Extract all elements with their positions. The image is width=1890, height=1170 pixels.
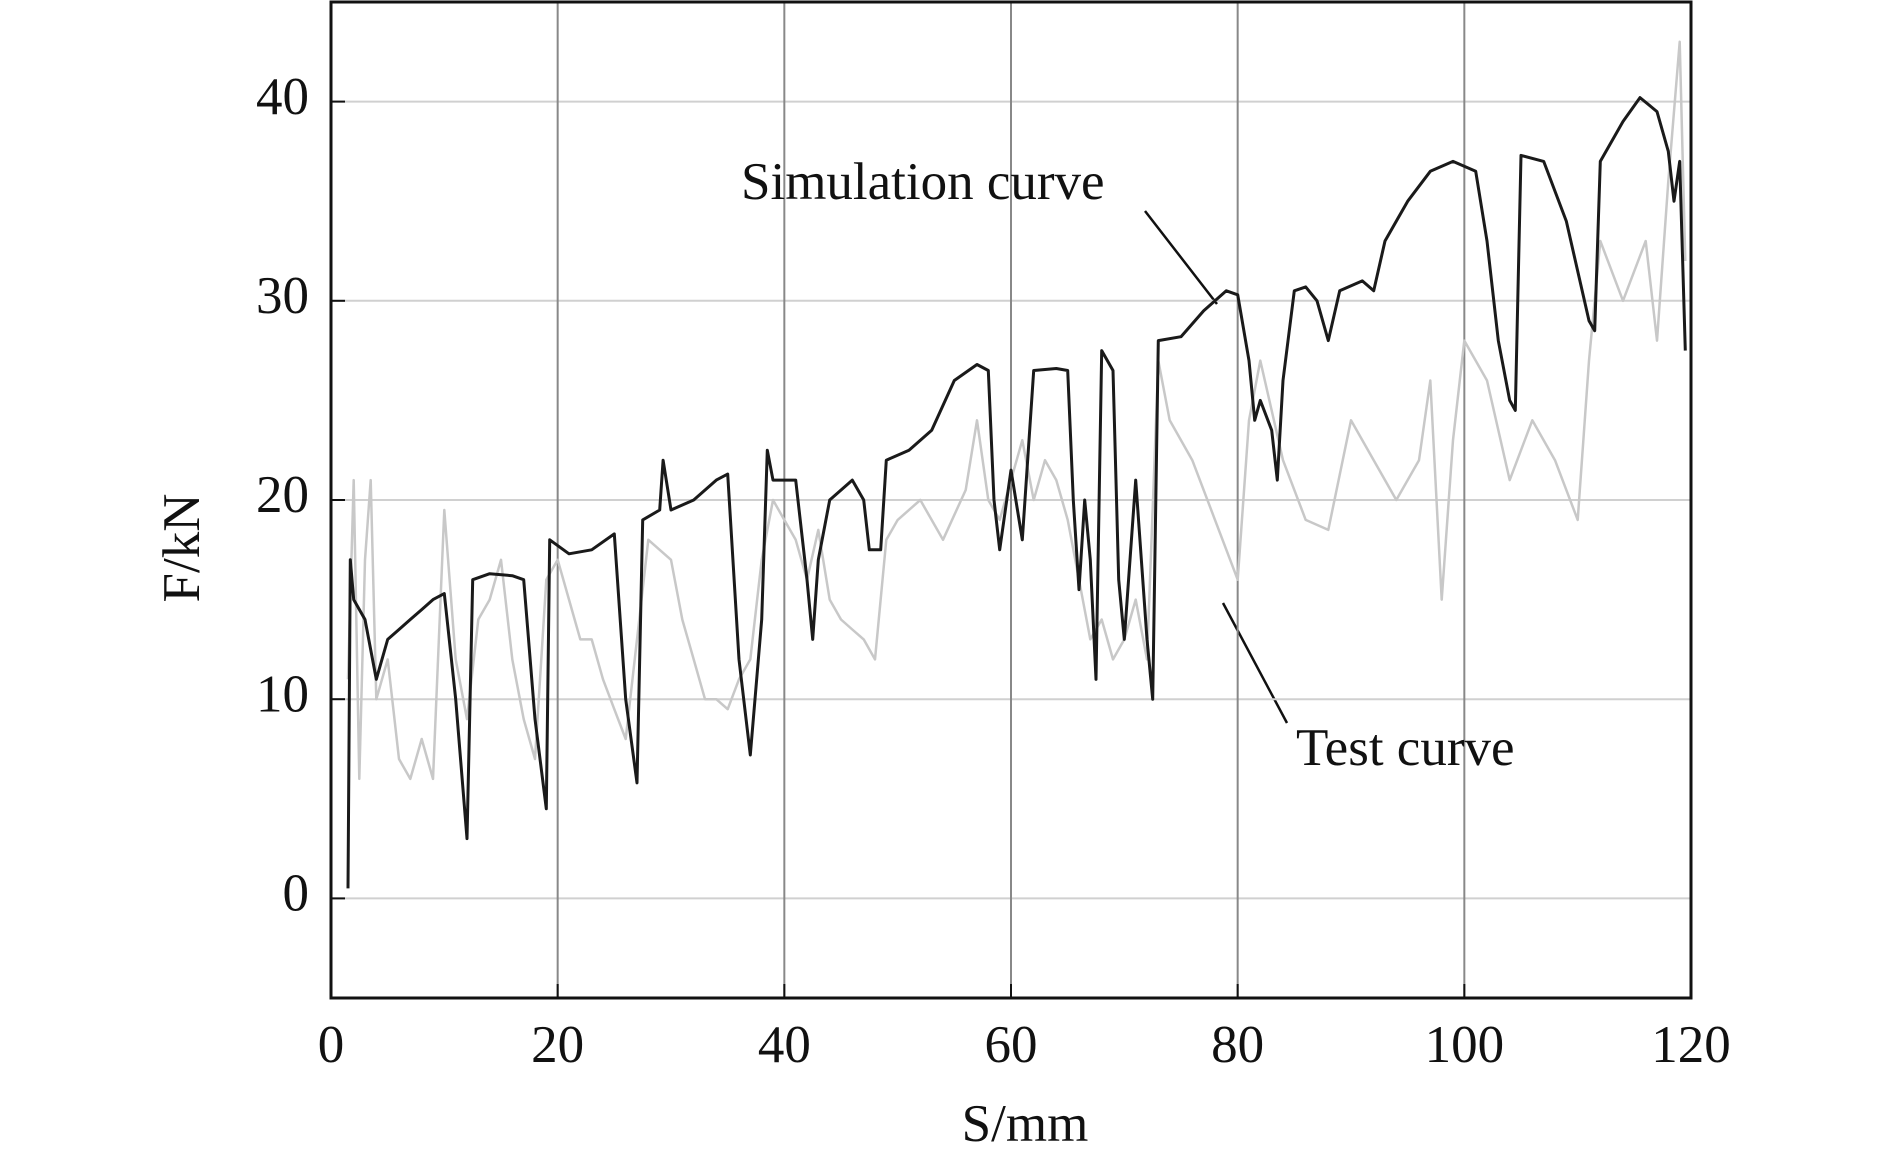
annotation-leader: [1221, 602, 1289, 724]
data-line: [346, 40, 1687, 781]
annotation: Simulation curve: [741, 153, 1105, 211]
x-tick-label: 100: [1425, 1016, 1505, 1074]
x-tick-label: 60: [985, 1016, 1038, 1074]
y-tick-label: 40: [256, 68, 309, 126]
plot-frame: [329, 0, 1693, 1000]
x-tick-label: 120: [1651, 1016, 1731, 1074]
y-tick-label: 0: [283, 865, 310, 923]
annotation: Test curve: [1296, 719, 1515, 777]
x-tick-label: 40: [758, 1016, 811, 1074]
x-tick-label: 20: [531, 1016, 584, 1074]
y-tick-label: 10: [256, 665, 309, 723]
data-line: [346, 96, 1687, 889]
x-tick-label: 80: [1211, 1016, 1264, 1074]
annotation-leader: [1144, 210, 1218, 305]
y-tick-label: 20: [256, 466, 309, 524]
y-axis-label: F/kN: [153, 494, 211, 603]
x-tick-label: 0: [318, 1016, 345, 1074]
y-tick-label: 30: [256, 267, 309, 325]
x-axis-label: S/mm: [962, 1095, 1089, 1153]
